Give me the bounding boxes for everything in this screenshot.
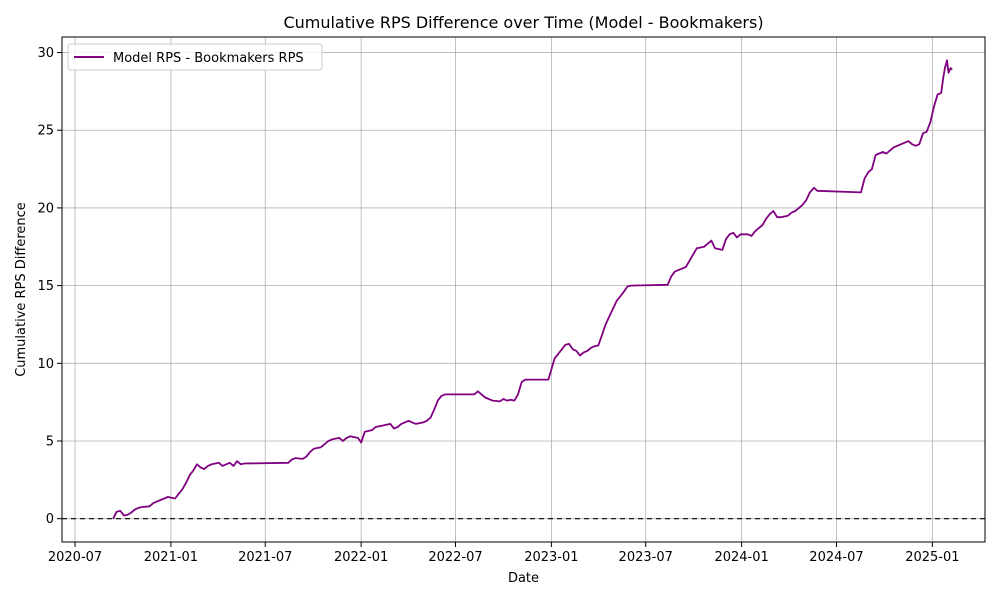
x-tick-label: 2022-01 (334, 550, 388, 565)
y-tick-label: 20 (37, 201, 54, 216)
legend-label: Model RPS - Bookmakers RPS (113, 51, 304, 66)
x-tick-label: 2021-07 (238, 550, 292, 565)
legend-box (67, 43, 323, 71)
x-axis-title: Date (508, 571, 539, 586)
y-axis-title: Cumulative RPS Difference (14, 202, 29, 377)
x-tick-label: 2023-07 (619, 550, 673, 565)
y-tick-label: 30 (37, 46, 54, 61)
x-tick-label: 2024-01 (714, 550, 768, 565)
legend: Model RPS - Bookmakers RPS (67, 43, 323, 71)
plot-frame (61, 36, 986, 543)
x-tick-label: 2023-01 (524, 550, 578, 565)
chart-title: Cumulative RPS Difference over Time (Mod… (283, 13, 763, 32)
y-tick-label: 5 (46, 435, 54, 450)
x-tick-label: 2020-07 (48, 550, 102, 565)
x-tick-label: 2021-01 (144, 550, 198, 565)
series-line (112, 59, 953, 520)
axis-ticks: 2020-07 2021-01 2021-07 2022-01 2022-07 2023-… (37, 46, 959, 565)
x-tick-label: 2025-01 (905, 550, 959, 565)
x-tick-label: 2024-07 (809, 550, 863, 565)
y-tick-label: 15 (37, 279, 54, 294)
y-tick-label: 10 (37, 357, 54, 372)
y-tick-label: 0 (46, 512, 54, 527)
y-tick-label: 25 (37, 124, 54, 139)
x-tick-label: 2022-07 (428, 550, 482, 565)
